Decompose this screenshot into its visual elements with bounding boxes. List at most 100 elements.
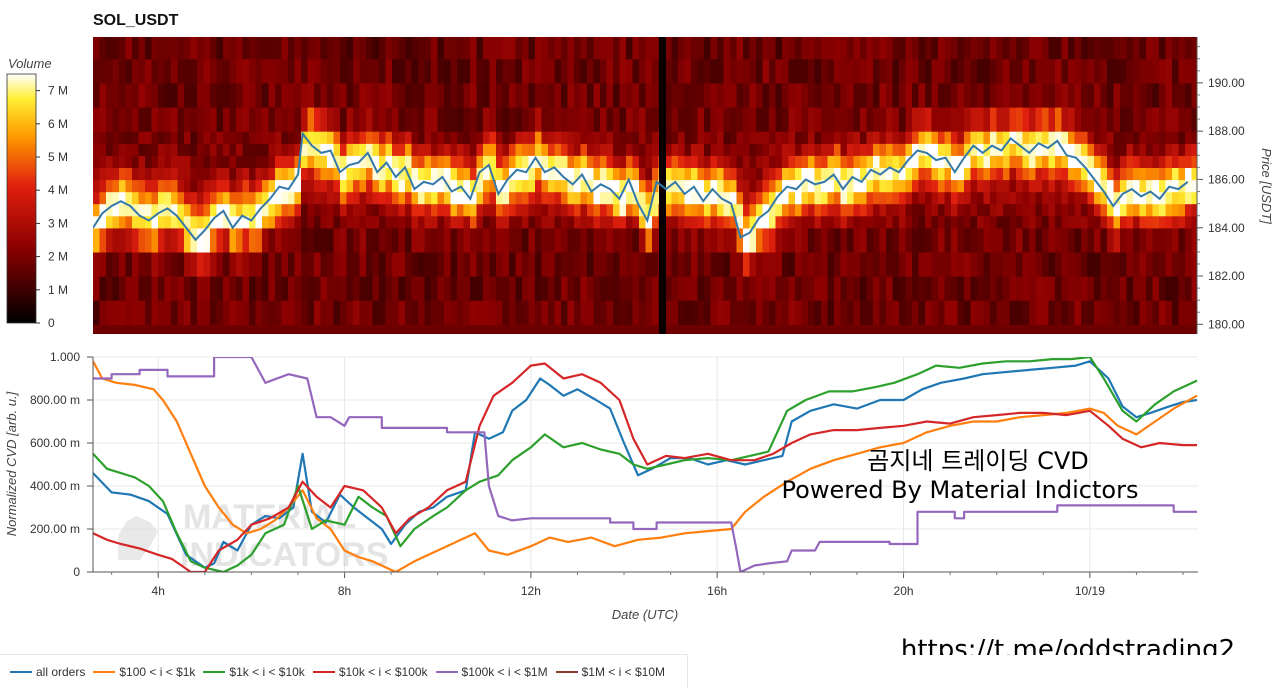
heatmap-cell [847,107,855,132]
heatmap-cell [580,82,588,108]
heatmap-cell [1185,37,1193,60]
heatmap-cell [931,215,939,229]
heatmap-cell [788,37,796,60]
heatmap-cell [210,227,218,253]
heatmap-cell [353,191,361,205]
heatmap-cell [645,300,653,325]
heatmap-cell [210,82,218,108]
heatmap-cell [1107,37,1115,60]
heatmap-cell [372,143,380,156]
heatmap-cell [444,155,452,168]
heatmap-cell [411,191,419,205]
heatmap-cell [372,300,380,325]
heatmap-cell [671,143,679,156]
heatmap-cell [307,179,315,193]
heatmap-cell [821,251,829,277]
heatmap-cell [626,143,634,156]
heatmap-cell [554,37,562,60]
heatmap-cell [853,82,861,108]
heatmap-cell [424,203,432,217]
heatmap-cell [730,167,738,181]
heatmap-cell [418,227,426,253]
heatmap-cell [359,251,367,277]
heatmap-cell [275,107,283,132]
legend-item[interactable]: $100k < i < $1M [435,665,548,679]
heatmap-cell [1139,155,1147,168]
heatmap-cell [879,276,887,301]
heatmap-cell [288,203,296,217]
heatmap-cell [242,58,250,84]
heatmap-cell [119,107,127,132]
heatmap-cell [489,179,497,193]
heatmap-cell [990,300,998,325]
heatmap-cell [1016,227,1024,253]
telegram-link[interactable]: https://t.me/oddstrading2 [901,635,1235,655]
legend-item[interactable]: all orders [10,665,85,679]
legend-item[interactable]: $100 < i < $1k [93,665,195,679]
heatmap-cell [132,191,140,205]
heatmap-cell [587,37,595,60]
heatmap-cell [1159,215,1167,229]
heatmap-cell [1068,191,1076,205]
heatmap-cell [450,191,458,205]
heatmap-cell [346,167,354,181]
heatmap-cell [496,143,504,156]
heatmap-cell [385,58,393,84]
heatmap-cell [938,82,946,108]
heatmap-cell [522,167,530,181]
legend-item[interactable]: $1M < i < $10M [555,665,665,679]
heatmap-cell [294,107,302,132]
heatmap-cell [736,82,744,108]
heatmap-cell [567,227,575,253]
heatmap-cell [489,82,497,108]
heatmap-cell [749,131,757,144]
heatmap-cell [132,143,140,156]
heatmap-cell [203,155,211,168]
heatmap-cell [918,37,926,60]
heatmap-cell [210,131,218,144]
heatmap-cell [509,300,517,325]
heatmap-cell [216,300,224,325]
heatmap-cell [327,203,335,217]
heatmap-cell [164,107,172,132]
heatmap-cell [450,37,458,60]
heatmap-cell [145,215,153,229]
heatmap-cell [665,37,673,60]
heatmap-cell [1081,191,1089,205]
heatmap-cell [860,58,868,84]
heatmap-cell [242,203,250,217]
heatmap-cell [795,300,803,325]
heatmap-cell [320,251,328,277]
heatmap-cell [593,203,601,217]
heatmap-cell [476,37,484,60]
heatmap-cell [1087,227,1095,253]
heatmap-cell [938,251,946,277]
heatmap-cell [665,131,673,144]
heatmap-cell [1165,143,1173,156]
heatmap-cell [411,37,419,60]
legend-item[interactable]: $1k < i < $10k [203,665,305,679]
heatmap-cell [405,107,413,132]
heatmap-cell [262,107,270,132]
heatmap-cell [1081,276,1089,301]
heatmap-cell [743,276,751,301]
heatmap-cell [333,82,341,108]
heatmap-cell [1100,179,1108,193]
heatmap-cell [1016,251,1024,277]
heatmap-cell [639,107,647,132]
heatmap-cell [470,179,478,193]
heatmap-cell [723,58,731,84]
heatmap-cell [977,82,985,108]
heatmap-cell [1152,276,1160,301]
heatmap-cell [554,276,562,301]
heatmap-cell [1029,300,1037,325]
heatmap-cell [411,227,419,253]
legend-item[interactable]: $10k < i < $100k [312,665,428,679]
heatmap-cell [366,227,374,253]
heatmap-cell [879,155,887,168]
heatmap-cell [691,37,699,60]
heatmap-cell [444,143,452,156]
heatmap-cell [671,167,679,181]
heatmap-cell [1133,82,1141,108]
heatmap-cell [665,143,673,156]
